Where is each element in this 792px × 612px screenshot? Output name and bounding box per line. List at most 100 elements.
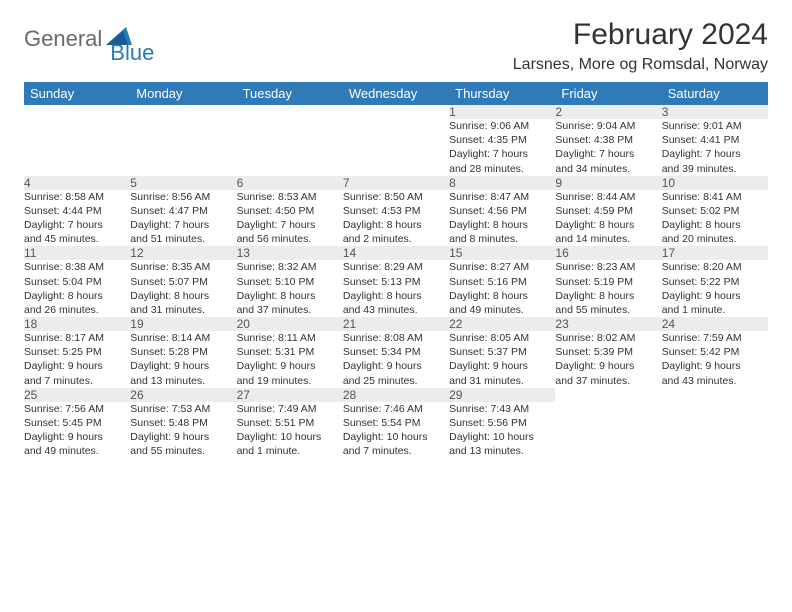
- daylight-text-1: Daylight: 10 hours: [449, 430, 555, 444]
- day-number-cell: 20: [237, 317, 343, 331]
- daylight-text-2: and 19 minutes.: [237, 374, 343, 388]
- day-number-cell: 29: [449, 388, 555, 402]
- detail-row: Sunrise: 8:17 AMSunset: 5:25 PMDaylight:…: [24, 331, 768, 388]
- sunrise-text: Sunrise: 8:05 AM: [449, 331, 555, 345]
- daylight-text-2: and 39 minutes.: [662, 162, 768, 176]
- daylight-text-1: Daylight: 9 hours: [24, 430, 130, 444]
- sunset-text: Sunset: 5:34 PM: [343, 345, 449, 359]
- daylight-text-1: Daylight: 7 hours: [662, 147, 768, 161]
- day-detail-cell: Sunrise: 8:53 AMSunset: 4:50 PMDaylight:…: [237, 190, 343, 247]
- daynum-row: 2526272829: [24, 388, 768, 402]
- day-detail-cell: Sunrise: 7:56 AMSunset: 5:45 PMDaylight:…: [24, 402, 130, 459]
- sunrise-text: Sunrise: 8:38 AM: [24, 260, 130, 274]
- day-number-cell: 4: [24, 176, 130, 190]
- daylight-text-1: Daylight: 9 hours: [662, 289, 768, 303]
- daylight-text-1: Daylight: 9 hours: [662, 359, 768, 373]
- sunrise-text: Sunrise: 8:27 AM: [449, 260, 555, 274]
- sunrise-text: Sunrise: 9:01 AM: [662, 119, 768, 133]
- sunrise-text: Sunrise: 7:53 AM: [130, 402, 236, 416]
- daylight-text-2: and 2 minutes.: [343, 232, 449, 246]
- day-detail-cell: [343, 119, 449, 176]
- day-detail-cell: Sunrise: 8:29 AMSunset: 5:13 PMDaylight:…: [343, 260, 449, 317]
- header: General Blue February 2024 Larsnes, More…: [24, 18, 768, 74]
- daylight-text-1: Daylight: 8 hours: [449, 289, 555, 303]
- daylight-text-2: and 49 minutes.: [24, 444, 130, 458]
- daylight-text-1: Daylight: 9 hours: [130, 359, 236, 373]
- daylight-text-2: and 37 minutes.: [555, 374, 661, 388]
- daylight-text-1: Daylight: 8 hours: [130, 289, 236, 303]
- daylight-text-1: Daylight: 7 hours: [555, 147, 661, 161]
- sunrise-text: Sunrise: 8:32 AM: [237, 260, 343, 274]
- daylight-text-2: and 51 minutes.: [130, 232, 236, 246]
- day-detail-cell: Sunrise: 7:46 AMSunset: 5:54 PMDaylight:…: [343, 402, 449, 459]
- daylight-text-1: Daylight: 7 hours: [130, 218, 236, 232]
- daylight-text-2: and 49 minutes.: [449, 303, 555, 317]
- daylight-text-2: and 34 minutes.: [555, 162, 661, 176]
- daylight-text-2: and 55 minutes.: [555, 303, 661, 317]
- sunset-text: Sunset: 5:48 PM: [130, 416, 236, 430]
- sunrise-text: Sunrise: 8:50 AM: [343, 190, 449, 204]
- day-detail-cell: [24, 119, 130, 176]
- day-number-cell: 8: [449, 176, 555, 190]
- day-number-cell: 15: [449, 246, 555, 260]
- day-number-cell: 14: [343, 246, 449, 260]
- day-number-cell: 6: [237, 176, 343, 190]
- daylight-text-2: and 37 minutes.: [237, 303, 343, 317]
- day-number-cell: 3: [662, 105, 768, 119]
- day-detail-cell: Sunrise: 8:23 AMSunset: 5:19 PMDaylight:…: [555, 260, 661, 317]
- daylight-text-1: Daylight: 8 hours: [24, 289, 130, 303]
- daylight-text-1: Daylight: 8 hours: [343, 218, 449, 232]
- daylight-text-1: Daylight: 7 hours: [24, 218, 130, 232]
- daylight-text-2: and 13 minutes.: [449, 444, 555, 458]
- day-number-cell: 1: [449, 105, 555, 119]
- sunrise-text: Sunrise: 7:43 AM: [449, 402, 555, 416]
- day-number-cell: 28: [343, 388, 449, 402]
- sunset-text: Sunset: 4:38 PM: [555, 133, 661, 147]
- day-detail-cell: [662, 402, 768, 459]
- day-detail-cell: Sunrise: 9:01 AMSunset: 4:41 PMDaylight:…: [662, 119, 768, 176]
- day-detail-cell: Sunrise: 8:44 AMSunset: 4:59 PMDaylight:…: [555, 190, 661, 247]
- daylight-text-1: Daylight: 8 hours: [237, 289, 343, 303]
- day-number-cell: 17: [662, 246, 768, 260]
- daynum-row: 45678910: [24, 176, 768, 190]
- daylight-text-2: and 55 minutes.: [130, 444, 236, 458]
- day-number-cell: [662, 388, 768, 402]
- day-detail-cell: Sunrise: 8:14 AMSunset: 5:28 PMDaylight:…: [130, 331, 236, 388]
- day-number-cell: [130, 105, 236, 119]
- day-header-row: SundayMondayTuesdayWednesdayThursdayFrid…: [24, 82, 768, 105]
- daylight-text-2: and 45 minutes.: [24, 232, 130, 246]
- daylight-text-2: and 1 minute.: [237, 444, 343, 458]
- day-detail-cell: Sunrise: 8:50 AMSunset: 4:53 PMDaylight:…: [343, 190, 449, 247]
- sunrise-text: Sunrise: 9:04 AM: [555, 119, 661, 133]
- daylight-text-2: and 25 minutes.: [343, 374, 449, 388]
- sunrise-text: Sunrise: 7:56 AM: [24, 402, 130, 416]
- day-detail-cell: Sunrise: 7:43 AMSunset: 5:56 PMDaylight:…: [449, 402, 555, 459]
- sunrise-text: Sunrise: 8:56 AM: [130, 190, 236, 204]
- day-detail-cell: Sunrise: 8:20 AMSunset: 5:22 PMDaylight:…: [662, 260, 768, 317]
- sunset-text: Sunset: 5:51 PM: [237, 416, 343, 430]
- month-title: February 2024: [513, 18, 768, 52]
- sunrise-text: Sunrise: 8:47 AM: [449, 190, 555, 204]
- sunrise-text: Sunrise: 8:58 AM: [24, 190, 130, 204]
- day-detail-cell: [555, 402, 661, 459]
- daylight-text-2: and 43 minutes.: [662, 374, 768, 388]
- daynum-row: 123: [24, 105, 768, 119]
- daylight-text-2: and 56 minutes.: [237, 232, 343, 246]
- sunset-text: Sunset: 5:07 PM: [130, 275, 236, 289]
- sunrise-text: Sunrise: 8:08 AM: [343, 331, 449, 345]
- daylight-text-2: and 7 minutes.: [24, 374, 130, 388]
- sunrise-text: Sunrise: 8:14 AM: [130, 331, 236, 345]
- day-header: Wednesday: [343, 82, 449, 105]
- day-header: Saturday: [662, 82, 768, 105]
- sunrise-text: Sunrise: 8:23 AM: [555, 260, 661, 274]
- day-detail-cell: [237, 119, 343, 176]
- daynum-row: 11121314151617: [24, 246, 768, 260]
- day-detail-cell: Sunrise: 8:02 AMSunset: 5:39 PMDaylight:…: [555, 331, 661, 388]
- sunset-text: Sunset: 4:47 PM: [130, 204, 236, 218]
- day-detail-cell: Sunrise: 8:11 AMSunset: 5:31 PMDaylight:…: [237, 331, 343, 388]
- day-detail-cell: Sunrise: 8:41 AMSunset: 5:02 PMDaylight:…: [662, 190, 768, 247]
- day-number-cell: 5: [130, 176, 236, 190]
- day-detail-cell: Sunrise: 8:08 AMSunset: 5:34 PMDaylight:…: [343, 331, 449, 388]
- day-detail-cell: Sunrise: 8:05 AMSunset: 5:37 PMDaylight:…: [449, 331, 555, 388]
- day-number-cell: 22: [449, 317, 555, 331]
